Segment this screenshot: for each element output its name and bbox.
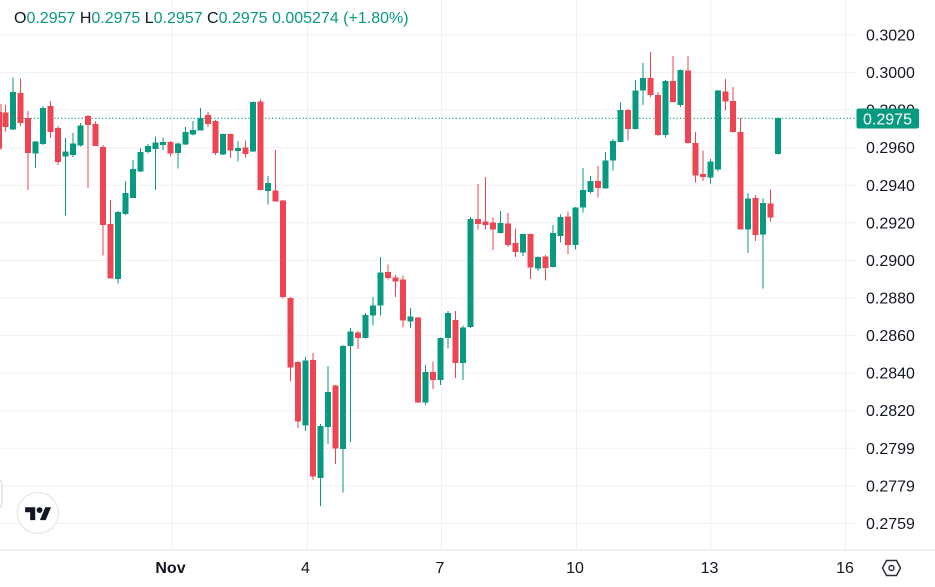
svg-text:0.2920: 0.2920 xyxy=(866,215,915,232)
svg-text:0.2880: 0.2880 xyxy=(866,291,915,308)
svg-text:7: 7 xyxy=(436,560,445,577)
svg-text:0.2940: 0.2940 xyxy=(866,178,915,195)
svg-text:16: 16 xyxy=(836,560,854,577)
svg-text:0.2975: 0.2975 xyxy=(863,112,912,129)
svg-text:0.2860: 0.2860 xyxy=(866,328,915,345)
svg-text:0.2779: 0.2779 xyxy=(866,478,915,495)
svg-text:0.3020: 0.3020 xyxy=(866,28,915,45)
svg-text:0.2960: 0.2960 xyxy=(866,140,915,157)
svg-text:13: 13 xyxy=(701,560,719,577)
svg-text:4: 4 xyxy=(301,560,310,577)
svg-text:0.2799: 0.2799 xyxy=(866,441,915,458)
svg-text:0.2840: 0.2840 xyxy=(866,366,915,383)
svg-text:0.3000: 0.3000 xyxy=(866,65,915,82)
svg-text:Nov: Nov xyxy=(155,560,185,577)
svg-text:0.2759: 0.2759 xyxy=(866,516,915,533)
svg-text:0.2820: 0.2820 xyxy=(866,403,915,420)
svg-text:10: 10 xyxy=(566,560,584,577)
svg-text:0.2900: 0.2900 xyxy=(866,253,915,270)
